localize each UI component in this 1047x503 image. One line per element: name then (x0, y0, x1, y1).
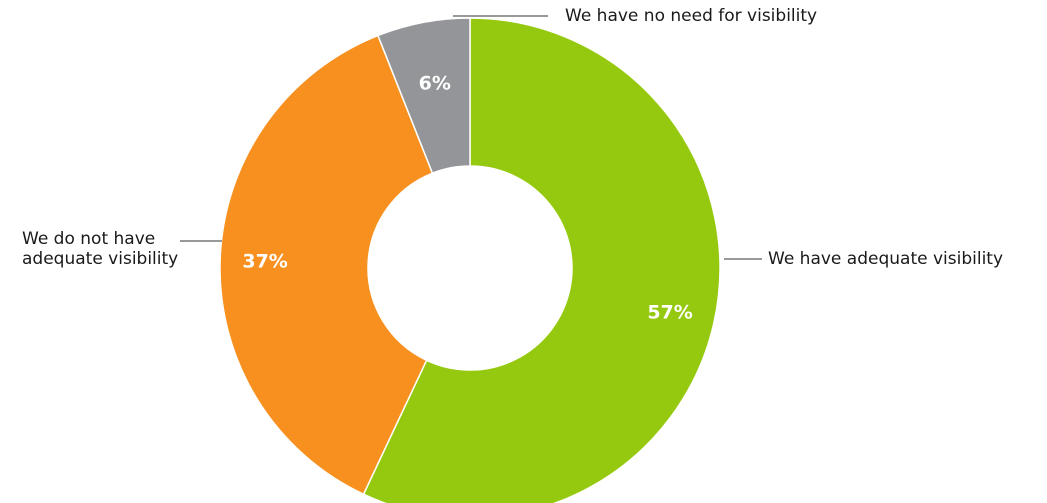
category-label-we-do-not-have-adequate-visibility-line-2: adequate visibility (22, 249, 178, 269)
slice-we-do-not-have-adequate-visibility (219, 34, 434, 496)
slice-we-have-no-need-for-visibility (376, 17, 471, 175)
slices-layer (219, 17, 721, 503)
category-label-we-do-not-have-adequate-visibility-line-1: We do not have (22, 229, 155, 249)
value-label-we-have-no-need-for-visibility: 6% (419, 72, 451, 94)
category-labels-layer: We have adequate visibility We do not hav… (22, 6, 1003, 269)
value-labels-layer: 57% 37% 6% (242, 72, 692, 323)
category-label-we-have-adequate-visibility: We have adequate visibility (768, 249, 1003, 269)
value-label-we-do-not-have-adequate-visibility: 37% (242, 251, 287, 273)
slice-we-have-adequate-visibility (362, 17, 721, 503)
value-label-we-have-adequate-visibility: 57% (647, 302, 692, 324)
category-label-we-have-no-need-for-visibility: We have no need for visibility (565, 6, 817, 26)
